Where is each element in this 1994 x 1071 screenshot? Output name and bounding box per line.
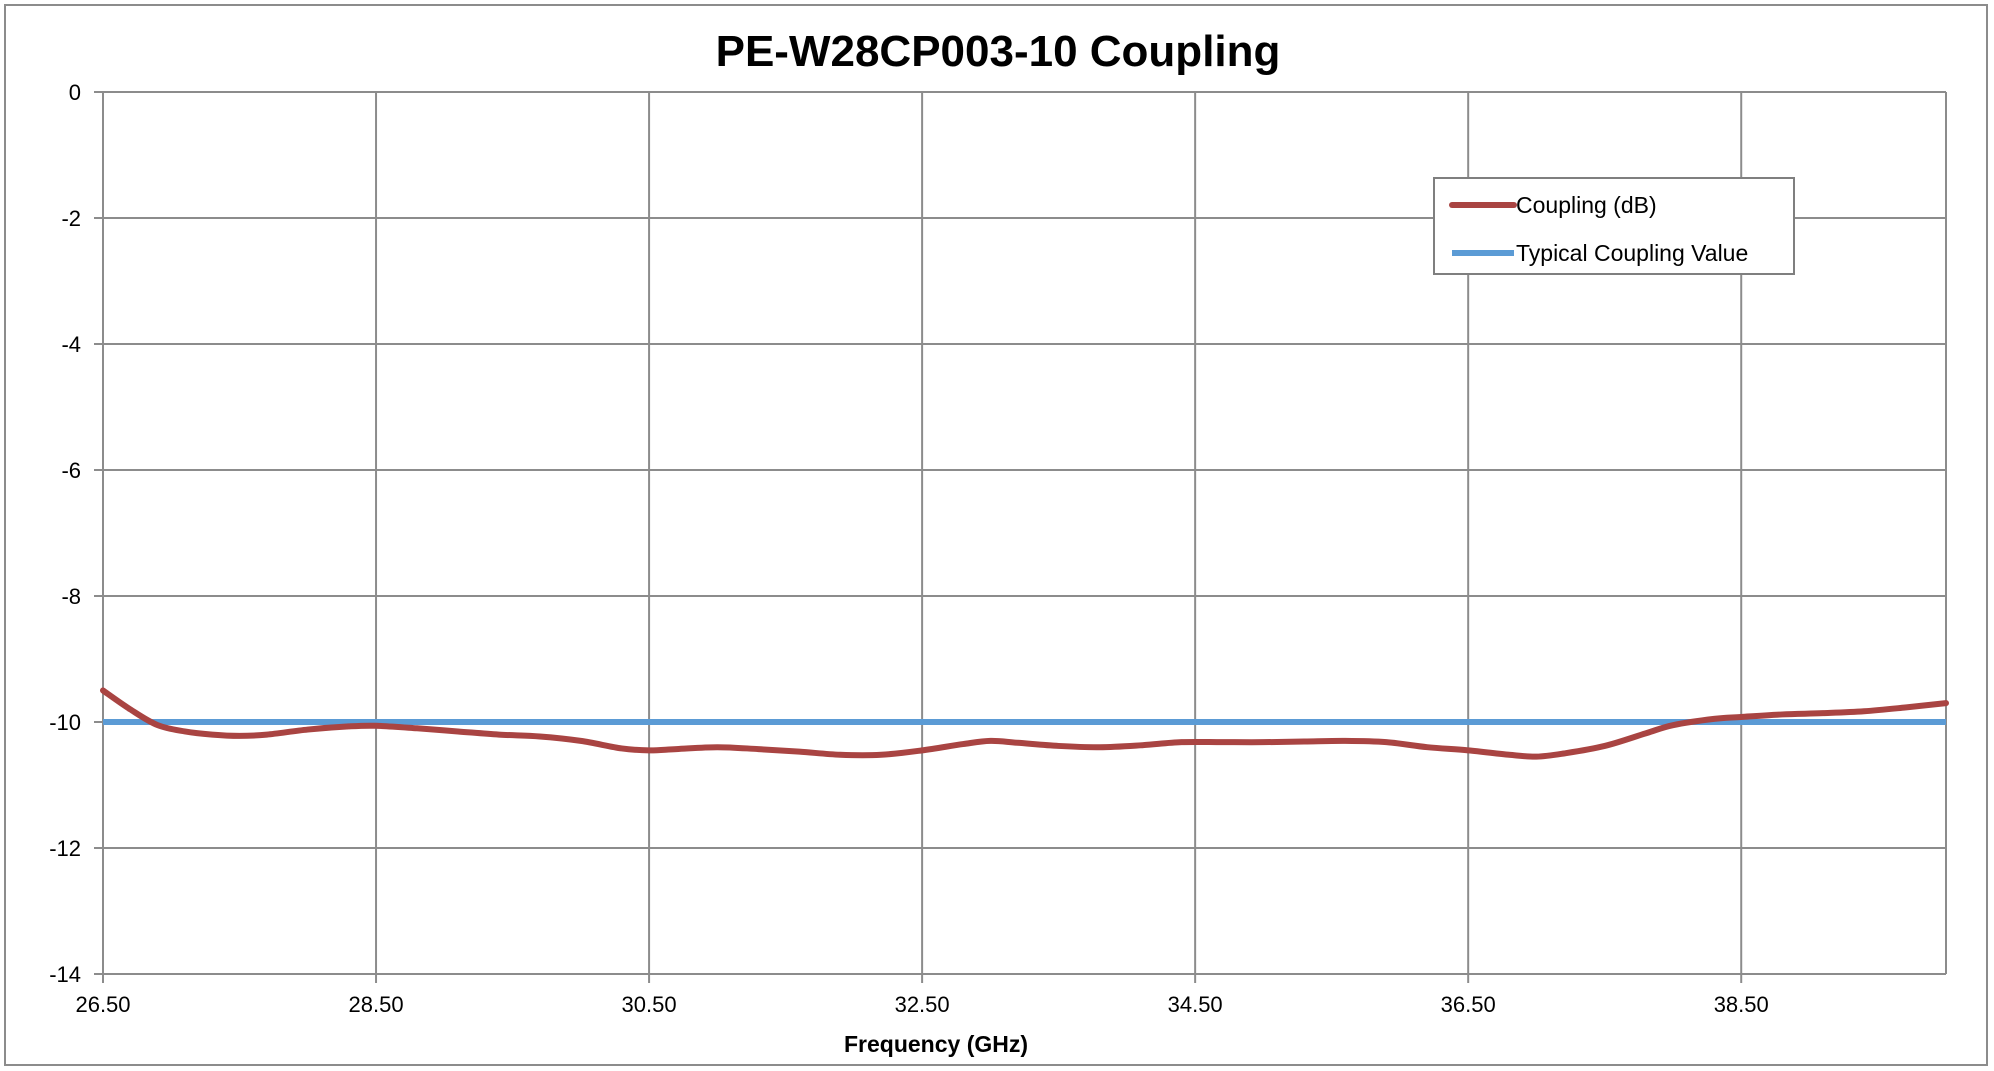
- x-tick-label: 30.50: [622, 992, 677, 1017]
- legend-label-coupling: Coupling (dB): [1516, 192, 1657, 218]
- x-tick-labels: 26.50 28.50 30.50 32.50 34.50 36.50 38.50: [75, 992, 1768, 1017]
- chart-frame: PE-W28CP003-10 Coupling 0 -2 -4 -6 -8 -10 -12 -…: [4, 4, 1988, 1066]
- y-tick-label: -8: [61, 584, 81, 609]
- x-tick-label: 28.50: [349, 992, 404, 1017]
- x-tick-label: 34.50: [1168, 992, 1223, 1017]
- chart-title: PE-W28CP003-10 Coupling: [716, 27, 1281, 76]
- y-tick-label: -4: [61, 332, 81, 357]
- series-line-coupling: [100, 687, 1949, 760]
- y-tick-label: -14: [49, 962, 81, 987]
- y-tick-label: 0: [69, 80, 81, 105]
- series-layer: [100, 687, 1949, 760]
- x-tick-label: 32.50: [895, 992, 950, 1017]
- y-tick-label: -10: [49, 710, 81, 735]
- legend: Coupling (dB) Typical Coupling Value: [1433, 177, 1795, 275]
- x-tick-label: 26.50: [75, 992, 130, 1017]
- y-tick-label: -12: [49, 836, 81, 861]
- y-tick-labels: 0 -2 -4 -6 -8 -10 -12 -14: [49, 80, 81, 987]
- y-tick-label: -2: [61, 206, 81, 231]
- legend-label-typical: Typical Coupling Value: [1516, 240, 1748, 266]
- y-tick-label: -6: [61, 458, 81, 483]
- x-axis-title: Frequency (GHz): [844, 1031, 1028, 1057]
- x-tick-label: 38.50: [1714, 992, 1769, 1017]
- x-tick-label: 36.50: [1441, 992, 1496, 1017]
- legend-box: [1433, 177, 1795, 275]
- chart-svg: PE-W28CP003-10 Coupling 0 -2 -4 -6 -8 -10 -12 -…: [49, 27, 1949, 1057]
